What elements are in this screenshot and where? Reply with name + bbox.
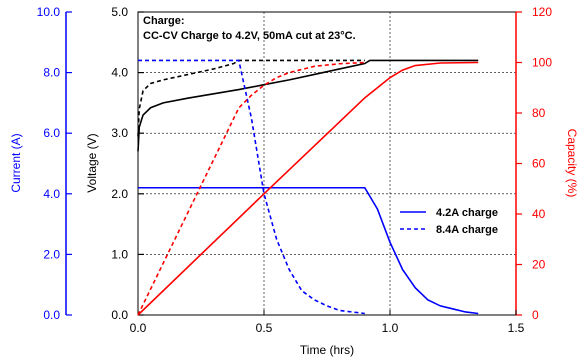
current-tick-label-10-0: 10.0 xyxy=(37,5,61,19)
capacity-tick-label-80: 80 xyxy=(532,106,546,120)
current-tick-label-2-0: 2.0 xyxy=(43,247,60,261)
capacity-tick-label-60: 60 xyxy=(532,157,546,171)
voltage-axis-ticks: 0.0 1.0 2.0 3.0 4.0 5.0 xyxy=(111,5,144,322)
capacity-axis-ticks: 0 20 40 60 80 100 120 xyxy=(516,5,552,322)
x-axis-title: Time (hrs) xyxy=(300,343,354,357)
current-tick-label-6-0: 6.0 xyxy=(43,126,60,140)
voltage-series-4-2a-charge xyxy=(137,59,479,152)
voltage-tick-label-3-0: 3.0 xyxy=(111,126,128,140)
capacity-series-8-4a-charge xyxy=(137,61,365,316)
capacity-series-4-2a-charge xyxy=(137,61,479,316)
voltage-tick-label-1-0: 1.0 xyxy=(111,247,128,261)
series-group xyxy=(137,59,479,316)
current-tick-label-4-0: 4.0 xyxy=(43,187,60,201)
capacity-axis-title: Capacity (%) xyxy=(565,129,579,198)
capacity-tick-label-100: 100 xyxy=(532,56,552,70)
voltage-tick-label-2-0: 2.0 xyxy=(111,187,128,201)
current-tick-label-8-0: 8.0 xyxy=(43,66,60,80)
x-tick-label-0-5: 0.5 xyxy=(256,321,273,335)
annotation-line-1: Charge: xyxy=(143,15,185,27)
capacity-tick-label-20: 20 xyxy=(532,258,546,272)
legend-label-8-4a: 8.4A charge xyxy=(436,224,498,236)
annotation-line-2: CC-CV Charge to 4.2V, 50mA cut at 23°C. xyxy=(143,30,356,42)
x-axis-ticks: 0.0 0.5 1.0 1.5 xyxy=(130,310,525,335)
capacity-tick-label-40: 40 xyxy=(532,207,546,221)
legend-label-4-2a: 4.2A charge xyxy=(436,207,498,219)
grid-lines xyxy=(138,12,516,315)
x-tick-label-1-5: 1.5 xyxy=(508,321,525,335)
current-axis-ticks: 0.0 2.0 4.0 6.0 8.0 10.0 xyxy=(37,5,72,322)
current-series-8-4a-charge xyxy=(138,59,365,315)
voltage-tick-label-5-0: 5.0 xyxy=(111,5,128,19)
current-tick-label-0-0: 0.0 xyxy=(43,308,60,322)
capacity-tick-label-0: 0 xyxy=(532,308,539,322)
legend: 4.2A charge 8.4A charge xyxy=(400,207,498,236)
x-tick-label-1-0: 1.0 xyxy=(382,321,399,335)
voltage-tick-label-0-0: 0.0 xyxy=(111,308,128,322)
voltage-axis-title: Voltage (V) xyxy=(85,133,99,192)
current-axis-title: Current (A) xyxy=(9,133,23,192)
voltage-series-8-4a-charge xyxy=(137,59,365,137)
voltage-tick-label-4-0: 4.0 xyxy=(111,66,128,80)
plot-frame xyxy=(137,11,517,316)
x-tick-label-0-0: 0.0 xyxy=(130,321,147,335)
capacity-tick-label-120: 120 xyxy=(532,5,552,19)
current-series-4-2a-charge xyxy=(138,186,479,315)
